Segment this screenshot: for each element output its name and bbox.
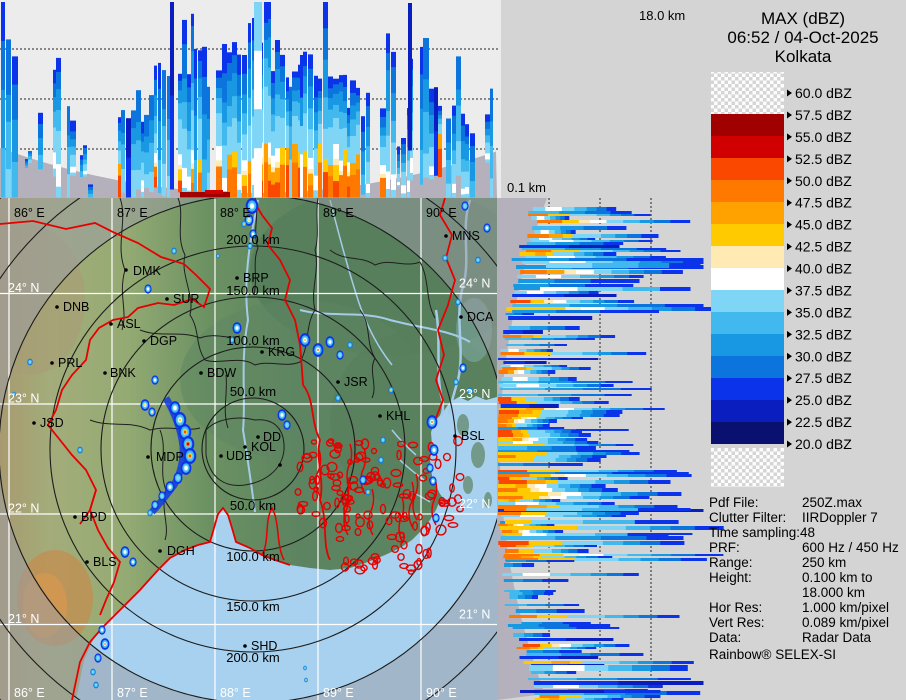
svg-text:PRL: PRL (58, 356, 82, 370)
svg-text:0.089 km/pixel: 0.089 km/pixel (802, 615, 889, 630)
svg-text:PRF:: PRF: (709, 540, 740, 555)
svg-text:Pdf File:: Pdf File: (709, 495, 759, 510)
svg-text:Radar Data: Radar Data (802, 630, 872, 645)
svg-text:0.100 km to: 0.100 km to (802, 570, 873, 585)
svg-text:60.0 dBZ: 60.0 dBZ (795, 85, 852, 101)
svg-text:Kolkata: Kolkata (775, 47, 832, 66)
svg-text:42.5 dBZ: 42.5 dBZ (795, 239, 852, 255)
svg-text:89° E: 89° E (323, 686, 354, 700)
svg-text:DGP: DGP (150, 334, 177, 348)
svg-text:BDW: BDW (207, 366, 236, 380)
svg-text:22.5 dBZ: 22.5 dBZ (795, 414, 852, 430)
svg-text:250 km: 250 km (802, 555, 846, 570)
svg-text:Range:: Range: (709, 555, 753, 570)
svg-text:55.0 dBZ: 55.0 dBZ (795, 129, 852, 145)
svg-text:DGH: DGH (167, 544, 195, 558)
svg-text:87° E: 87° E (117, 686, 148, 700)
svg-text:90° E: 90° E (426, 686, 457, 700)
svg-text:SUR: SUR (173, 292, 199, 306)
svg-text:37.5 dBZ: 37.5 dBZ (795, 282, 852, 298)
svg-text:89° E: 89° E (323, 206, 354, 220)
svg-text:21° N: 21° N (8, 612, 39, 626)
svg-text:BRP: BRP (243, 271, 269, 285)
svg-text:BPD: BPD (81, 510, 107, 524)
svg-text:Hor Res:: Hor Res: (709, 600, 762, 615)
svg-text:100.0 km: 100.0 km (226, 549, 279, 564)
svg-text:MDP: MDP (156, 450, 184, 464)
svg-text:24° N: 24° N (8, 281, 39, 295)
svg-text:1.000 km/pixel: 1.000 km/pixel (802, 600, 889, 615)
svg-text:BSL: BSL (461, 429, 485, 443)
svg-text:20.0 dBZ: 20.0 dBZ (795, 436, 852, 452)
svg-text:KRG: KRG (268, 345, 295, 359)
svg-text:24° N: 24° N (459, 277, 490, 291)
svg-text:Vert Res:: Vert Res: (709, 615, 765, 630)
svg-text:57.5 dBZ: 57.5 dBZ (795, 107, 852, 123)
svg-text:90° E: 90° E (426, 206, 457, 220)
svg-text:100.0 km: 100.0 km (226, 333, 279, 348)
svg-text:150.0 km: 150.0 km (226, 283, 279, 298)
svg-text:50.0 km: 50.0 km (230, 384, 276, 399)
svg-text:25.0 dBZ: 25.0 dBZ (795, 392, 852, 408)
svg-text:18.000 km: 18.000 km (802, 585, 865, 600)
svg-text:SHD: SHD (251, 639, 277, 653)
svg-text:IIRDoppler 7: IIRDoppler 7 (802, 510, 878, 525)
svg-text:40.0 dBZ: 40.0 dBZ (795, 261, 852, 277)
svg-text:Rainbow® SELEX-SI: Rainbow® SELEX-SI (709, 647, 836, 662)
svg-text:88° E: 88° E (220, 206, 251, 220)
svg-text:21° N: 21° N (459, 608, 490, 622)
svg-text:22° N: 22° N (8, 502, 39, 516)
svg-text:86° E: 86° E (14, 206, 45, 220)
svg-text:45.0 dBZ: 45.0 dBZ (795, 217, 852, 233)
svg-text:50.0 km: 50.0 km (230, 498, 276, 513)
svg-text:JSD: JSD (40, 416, 64, 430)
svg-text:50.0 dBZ: 50.0 dBZ (795, 173, 852, 189)
svg-text:86° E: 86° E (14, 686, 45, 700)
svg-text:0.1 km: 0.1 km (507, 180, 546, 195)
svg-text:Height:: Height: (709, 570, 752, 585)
svg-text:MNS: MNS (452, 229, 480, 243)
svg-text:87° E: 87° E (117, 206, 148, 220)
svg-text:Time sampling:48: Time sampling:48 (709, 525, 815, 540)
svg-text:600 Hz / 450 Hz: 600 Hz / 450 Hz (802, 540, 899, 555)
svg-text:18.0 km: 18.0 km (639, 8, 685, 23)
svg-text:88° E: 88° E (220, 686, 251, 700)
svg-text:30.0 dBZ: 30.0 dBZ (795, 348, 852, 364)
svg-text:06:52 / 04-Oct-2025: 06:52 / 04-Oct-2025 (727, 28, 878, 47)
svg-text:DD: DD (263, 430, 281, 444)
svg-text:ASL: ASL (117, 317, 141, 331)
svg-text:DNB: DNB (63, 300, 89, 314)
svg-text:DMK: DMK (133, 264, 161, 278)
svg-text:200.0 km: 200.0 km (226, 650, 279, 665)
svg-text:52.5 dBZ: 52.5 dBZ (795, 151, 852, 167)
svg-text:UDB: UDB (226, 449, 252, 463)
svg-text:250Z.max: 250Z.max (802, 495, 862, 510)
svg-text:Data:: Data: (709, 630, 741, 645)
svg-text:27.5 dBZ: 27.5 dBZ (795, 370, 852, 386)
svg-text:22° N: 22° N (459, 497, 490, 511)
svg-text:150.0 km: 150.0 km (226, 599, 279, 614)
svg-text:Clutter Filter:: Clutter Filter: (709, 510, 786, 525)
svg-text:35.0 dBZ: 35.0 dBZ (795, 304, 852, 320)
svg-text:BNK: BNK (110, 366, 136, 380)
svg-text:DCA: DCA (467, 310, 494, 324)
svg-text:200.0 km: 200.0 km (226, 232, 279, 247)
svg-text:47.5 dBZ: 47.5 dBZ (795, 195, 852, 211)
svg-text:BLS: BLS (93, 555, 117, 569)
svg-text:23° N: 23° N (459, 387, 490, 401)
svg-text:KHL: KHL (386, 409, 410, 423)
svg-text:32.5 dBZ: 32.5 dBZ (795, 326, 852, 342)
svg-text:KOL: KOL (251, 440, 276, 454)
svg-text:JSR: JSR (344, 375, 368, 389)
svg-text:23° N: 23° N (8, 392, 39, 406)
svg-text:MAX (dBZ): MAX (dBZ) (761, 9, 845, 28)
